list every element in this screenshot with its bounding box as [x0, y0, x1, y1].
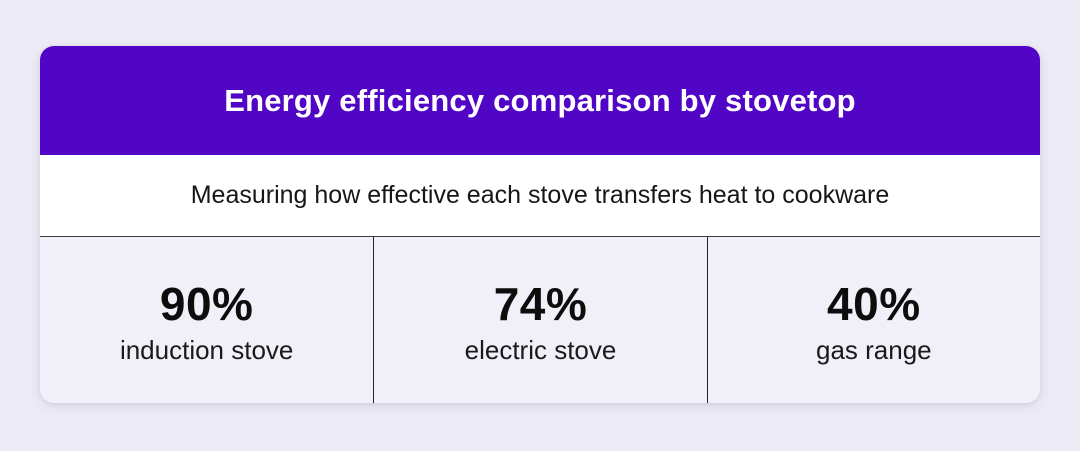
- stat-value-induction-stove: 90%: [159, 278, 254, 330]
- stat-label-induction-stove: induction stove: [119, 335, 294, 365]
- stats-row: 90% induction stove 74% electric stove 4…: [40, 236, 1040, 403]
- stat-value-gas-range: 40%: [827, 278, 921, 330]
- page-title: Energy efficiency comparison by stovetop: [224, 82, 856, 118]
- card-header: Energy efficiency comparison by stovetop: [40, 46, 1040, 155]
- stat-label-gas-range: gas range: [816, 335, 932, 365]
- stat-cell-induction-stove: 90% induction stove: [40, 237, 373, 403]
- stat-label-electric-stove: electric stove: [464, 335, 617, 365]
- stat-cell-electric-stove: 74% electric stove: [373, 237, 706, 403]
- page-subtitle: Measuring how effective each stove trans…: [190, 181, 890, 209]
- stat-value-electric-stove: 74%: [493, 278, 588, 330]
- subtitle-band: Measuring how effective each stove trans…: [40, 155, 1040, 236]
- stat-cell-gas-range: 40% gas range: [706, 237, 1040, 403]
- comparison-card: Energy efficiency comparison by stovetop…: [40, 46, 1040, 403]
